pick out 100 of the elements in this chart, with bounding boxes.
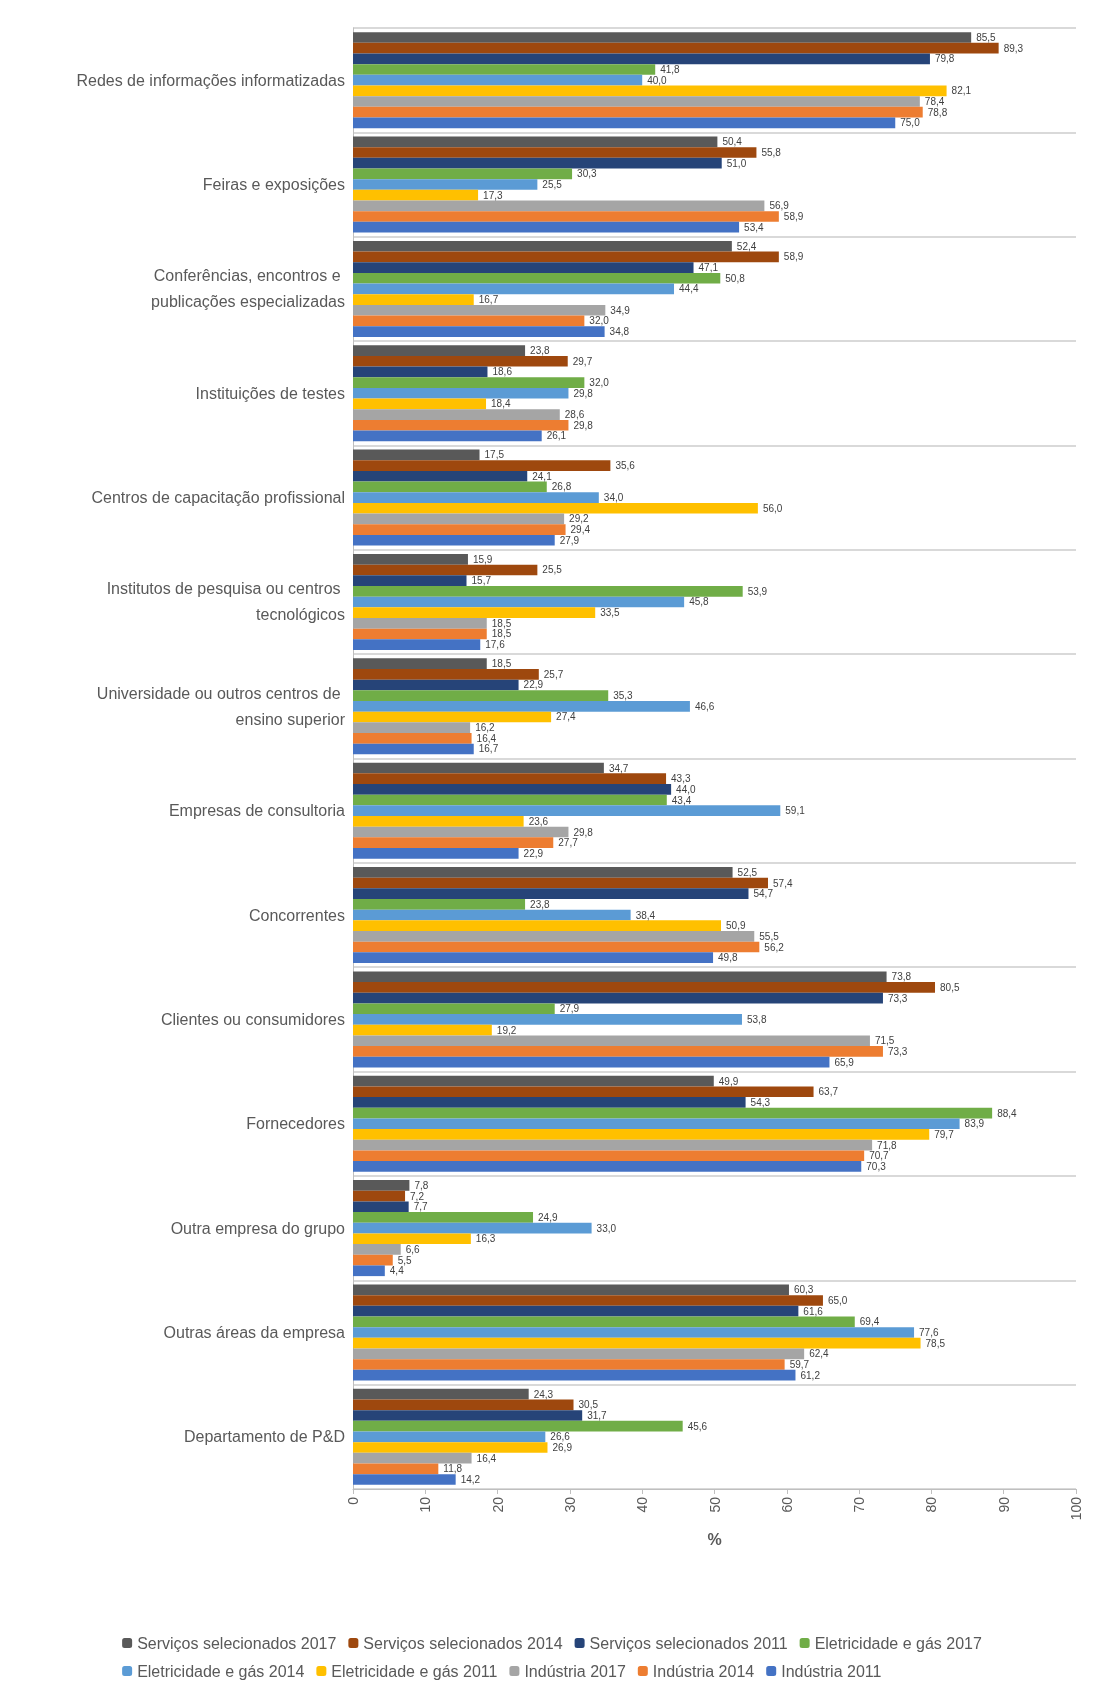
data-label: 54,3 — [750, 1096, 771, 1108]
data-label: 15,7 — [471, 575, 492, 587]
data-label: 30,5 — [578, 1399, 599, 1411]
data-label: 18,5 — [491, 628, 512, 640]
bar — [353, 658, 487, 669]
bar — [353, 42, 999, 54]
data-label: 35,3 — [613, 690, 634, 702]
legend-label: Indústria 2017 — [524, 1662, 626, 1680]
data-label: 85,5 — [976, 32, 997, 44]
data-label: 73,8 — [891, 971, 912, 983]
data-label: 55,5 — [759, 930, 780, 942]
bar — [353, 826, 569, 838]
bar — [353, 585, 743, 597]
data-label: 31,7 — [587, 1409, 608, 1421]
data-label: 27,9 — [559, 1003, 580, 1015]
bar — [353, 920, 722, 932]
bar — [353, 251, 779, 263]
data-label: 61,6 — [803, 1305, 824, 1317]
bar — [353, 867, 733, 878]
bar — [353, 1003, 555, 1015]
data-label: 23,8 — [530, 898, 550, 910]
data-label: 17,5 — [484, 449, 505, 461]
x-tick-label: 50 — [706, 1496, 723, 1513]
bar — [353, 1244, 401, 1255]
bar — [353, 564, 538, 576]
bar — [353, 398, 487, 410]
bar — [353, 283, 675, 295]
data-label: 49,9 — [718, 1075, 739, 1087]
y-tick-label: Institutos de pesquisa ou centros tecnológicos — [106, 580, 345, 624]
bar — [353, 387, 569, 399]
bar — [353, 326, 605, 337]
bar — [353, 1359, 785, 1370]
bar — [353, 1233, 471, 1245]
data-label: 61,2 — [800, 1369, 821, 1381]
data-label: 58,9 — [783, 251, 804, 263]
data-label: 18,5 — [491, 658, 512, 670]
data-label: 18,5 — [491, 617, 512, 629]
data-label: 45,8 — [689, 596, 710, 608]
bar — [353, 1463, 439, 1475]
bar — [353, 816, 524, 827]
data-label: 56,0 — [762, 502, 783, 514]
bar — [353, 1410, 583, 1421]
bar — [353, 294, 474, 305]
bar — [353, 1190, 406, 1202]
bar — [353, 596, 685, 608]
data-label: 7,2 — [410, 1190, 425, 1202]
bar — [353, 304, 606, 316]
y-tick-label: Outras áreas da empresa — [163, 1323, 346, 1341]
x-tick-label: 30 — [561, 1496, 578, 1513]
y-tick-label: Outra empresa do grupo — [170, 1219, 346, 1237]
legend-label: Serviços selecionados 2017 — [137, 1634, 337, 1652]
data-label: 53,8 — [746, 1013, 767, 1025]
bar — [353, 1452, 472, 1464]
data-label: 88,4 — [997, 1107, 1018, 1119]
bar — [353, 366, 488, 378]
x-axis-title: % — [707, 1530, 722, 1548]
data-label: 16,3 — [475, 1233, 496, 1245]
bar — [353, 794, 667, 806]
x-tick-label: 70 — [851, 1496, 868, 1513]
bar — [353, 345, 526, 356]
bar — [353, 1222, 592, 1234]
data-label: 27,7 — [558, 837, 579, 849]
bar — [353, 877, 768, 889]
legend-label: Serviços selecionados 2011 — [589, 1634, 788, 1652]
bar — [353, 85, 947, 97]
bar — [353, 1284, 789, 1296]
bar — [353, 607, 596, 618]
x-tick-label: 90 — [995, 1496, 1012, 1513]
data-label: 58,9 — [783, 211, 804, 223]
data-label: 69,4 — [859, 1316, 880, 1328]
data-label: 27,9 — [559, 534, 580, 546]
data-label: 22,9 — [523, 679, 544, 691]
data-label: 29,8 — [573, 826, 594, 838]
bar — [353, 628, 487, 640]
bar — [353, 909, 631, 921]
data-label: 75,0 — [900, 117, 921, 129]
bar — [353, 221, 740, 233]
data-label: 78,4 — [924, 96, 945, 108]
bar — [353, 1046, 883, 1057]
data-label: 25,5 — [542, 564, 563, 576]
legend-label: Indústria 2011 — [781, 1662, 882, 1680]
data-label: 73,3 — [887, 992, 908, 1004]
bar — [353, 492, 599, 503]
bar — [353, 762, 604, 774]
bar — [353, 837, 554, 849]
data-label: 7,8 — [414, 1179, 429, 1191]
bar — [353, 1265, 385, 1277]
y-tick-label: Conferências, encontros e publicações especializadas — [151, 267, 345, 311]
bar — [353, 524, 566, 535]
data-label: 51,0 — [726, 157, 747, 169]
bar — [353, 952, 714, 964]
bar — [353, 1316, 855, 1328]
bar — [353, 74, 643, 86]
bar — [353, 502, 758, 514]
data-label: 70,3 — [866, 1160, 887, 1172]
data-label: 30,3 — [577, 168, 597, 180]
legend-label: Eletricidade e gás 2017 — [814, 1634, 982, 1652]
data-label: 33,5 — [600, 607, 621, 619]
data-label: 6,6 — [405, 1243, 421, 1255]
data-label: 54,7 — [753, 888, 774, 900]
